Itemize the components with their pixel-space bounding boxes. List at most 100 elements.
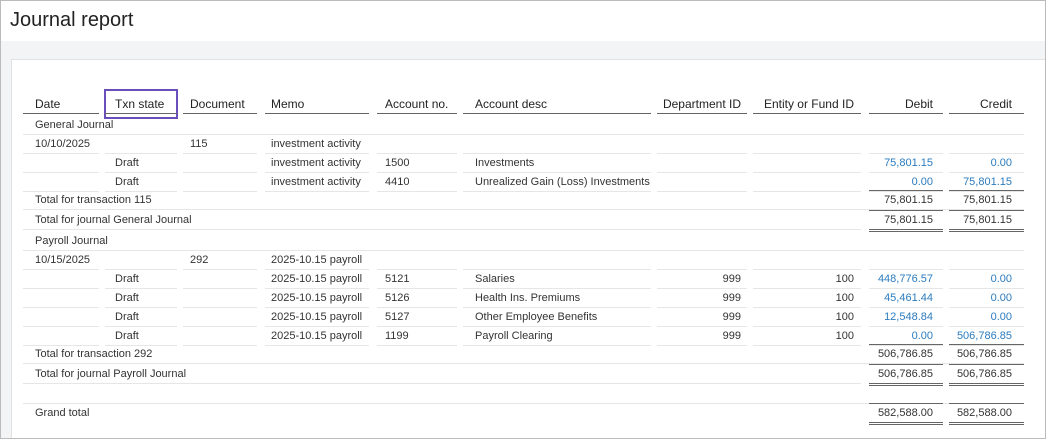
line-account-no: 5121 — [385, 273, 410, 286]
header-underline — [869, 113, 943, 114]
line-credit: 0.00 — [990, 157, 1012, 169]
row-divider — [949, 325, 1024, 327]
row-divider — [463, 344, 651, 346]
total-rule — [949, 403, 1024, 405]
row-divider — [657, 269, 747, 271]
line-account-no: 1199 — [385, 329, 409, 342]
column-header: Account desc — [475, 97, 548, 111]
row-divider — [463, 172, 651, 173]
row-divider — [657, 325, 747, 327]
row-divider — [183, 288, 257, 290]
row-divider — [949, 153, 1024, 154]
line-account-no: 5127 — [385, 310, 410, 323]
row-divider — [463, 288, 651, 290]
row-divider — [463, 153, 651, 154]
row-divider — [23, 269, 99, 271]
header-underline — [463, 113, 651, 114]
line-department-id: 999 — [722, 273, 741, 286]
row-divider — [463, 307, 651, 309]
transaction-total-label: Total for transaction 292 — [35, 348, 153, 361]
line-department-id: 999 — [722, 310, 741, 323]
line-debit: 0.00 — [911, 329, 933, 342]
header-underline — [23, 113, 99, 114]
row-divider — [753, 288, 861, 290]
line-account-desc: Health Ins. Premiums — [475, 292, 581, 305]
row-divider — [265, 153, 369, 154]
transaction-total-debit: 75,801.15 — [884, 194, 933, 207]
double-rule — [949, 229, 1024, 231]
journal-name: Payroll Journal — [35, 235, 108, 248]
row-divider — [753, 269, 861, 271]
grand-total-debit: 582,588.00 — [877, 407, 933, 420]
line-memo: 2025-10.15 payroll — [271, 292, 363, 305]
journal-total-credit: 75,801.15 — [963, 214, 1012, 227]
line-debit: 75,801.15 — [884, 157, 933, 169]
row-divider — [265, 288, 369, 290]
row-divider — [869, 307, 943, 309]
transaction-total-credit: 75,801.15 — [963, 194, 1012, 207]
line-entity-id: 100 — [835, 329, 854, 342]
row-divider — [869, 325, 943, 327]
row-divider — [265, 269, 369, 271]
row-divider — [105, 307, 177, 309]
row-divider — [183, 325, 257, 327]
total-rule — [869, 364, 943, 366]
entry-date: 10/10/2025 — [35, 138, 91, 150]
row-divider — [23, 307, 99, 309]
row-divider — [23, 344, 99, 346]
line-txn-state: Draft — [115, 292, 139, 305]
row-divider — [377, 307, 457, 309]
line-memo: 2025-10.15 payroll — [271, 329, 363, 342]
row-divider — [23, 288, 99, 290]
double-rule — [869, 422, 943, 424]
column-header: Debit — [904, 97, 933, 111]
header-underline — [183, 113, 257, 114]
journal-total-credit: 506,786.85 — [956, 368, 1012, 381]
row-divider — [657, 344, 747, 346]
total-rule — [869, 190, 943, 192]
transaction-total-debit: 506,786.85 — [877, 348, 933, 361]
line-debit: 12,548.84 — [884, 310, 933, 323]
transaction-total-label: Total for transaction 115 — [35, 194, 152, 207]
row-divider — [657, 190, 747, 192]
double-rule — [869, 385, 943, 387]
row-divider — [23, 250, 1024, 252]
line-memo: 2025-10.15 payroll — [271, 310, 363, 323]
line-credit: 0.00 — [990, 292, 1012, 305]
column-header: Date — [35, 97, 61, 111]
line-credit: 506,786.85 — [956, 329, 1012, 342]
double-rule — [949, 385, 1024, 387]
row-divider — [183, 172, 257, 173]
row-divider — [105, 325, 177, 327]
row-divider — [105, 344, 177, 346]
double-rule — [949, 422, 1024, 424]
row-divider — [377, 344, 457, 346]
line-debit: 45,461.44 — [884, 292, 933, 305]
row-divider — [105, 288, 177, 290]
row-divider — [23, 325, 99, 327]
journal-name: General Journal — [35, 119, 114, 131]
row-divider — [23, 134, 1024, 135]
column-header: Entity or Fund ID — [763, 97, 854, 111]
row-divider — [377, 325, 457, 327]
header-underline — [949, 113, 1024, 114]
line-entity-id: 100 — [835, 273, 854, 286]
row-divider — [23, 172, 99, 173]
row-divider — [377, 153, 457, 154]
row-divider — [377, 190, 457, 192]
row-divider — [265, 190, 369, 192]
total-rule — [869, 403, 943, 405]
row-divider — [23, 229, 861, 231]
highlight-box — [104, 89, 178, 119]
row-divider — [23, 209, 1024, 211]
total-rule — [949, 344, 1024, 346]
row-divider — [657, 288, 747, 290]
row-divider — [753, 307, 861, 309]
row-divider — [183, 307, 257, 309]
row-divider — [753, 344, 861, 346]
journal-total-debit: 506,786.85 — [877, 368, 933, 381]
total-rule — [949, 190, 1024, 192]
row-divider — [949, 307, 1024, 309]
row-divider — [657, 172, 747, 173]
row-divider — [753, 325, 861, 327]
